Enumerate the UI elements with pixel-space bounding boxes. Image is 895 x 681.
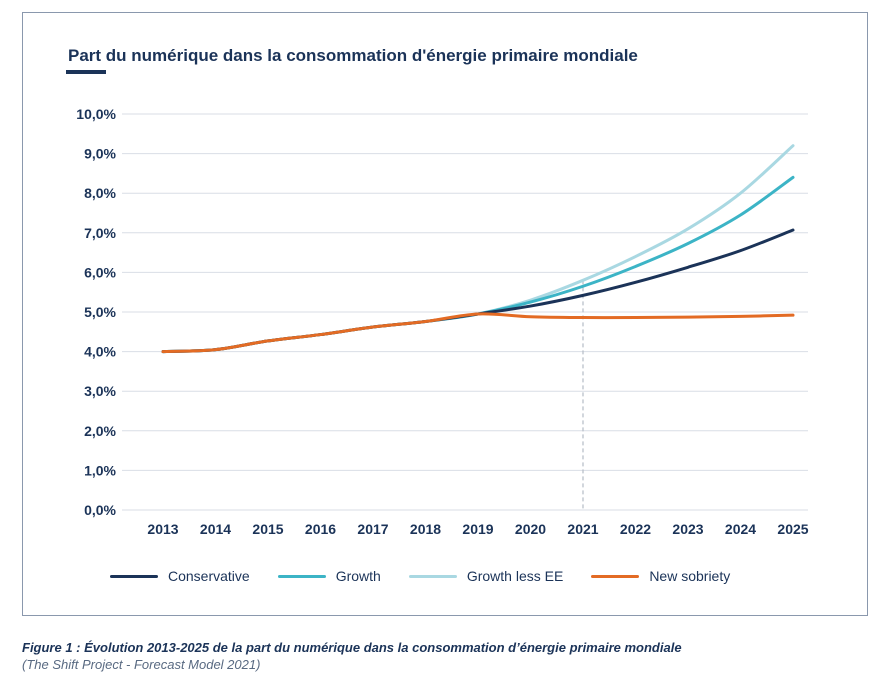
series-line-growth-less-ee xyxy=(161,144,795,354)
y-tick-label: 1,0% xyxy=(84,462,116,478)
y-tick-label: 10,0% xyxy=(76,106,116,122)
x-tick-label: 2015 xyxy=(252,521,283,537)
title-underline xyxy=(66,70,106,74)
x-tick-label: 2013 xyxy=(147,521,178,537)
figure-caption: Figure 1 : Évolution 2013-2025 de la par… xyxy=(22,640,682,655)
gridlines xyxy=(122,113,808,511)
x-tick-label: 2024 xyxy=(725,521,756,537)
y-tick-label: 5,0% xyxy=(84,304,116,320)
x-tick-label: 2019 xyxy=(462,521,493,537)
legend-label: Conservative xyxy=(168,568,250,584)
series-line-conservative xyxy=(161,228,795,354)
legend: Conservative Growth Growth less EE New sobr… xyxy=(110,568,758,584)
legend-swatch xyxy=(277,574,326,578)
y-tick-label: 9,0% xyxy=(84,146,116,162)
legend-label: Growth less EE xyxy=(466,568,564,584)
series-line-new-sobriety xyxy=(161,312,795,354)
legend-item: Growth xyxy=(277,568,381,584)
x-tick-label: 2023 xyxy=(672,521,703,537)
y-axis-ticks: 0,0% 1,0% 2,0% 3,0% 4,0% 5,0% 6,0% 7,0% 8,0% 9,0%… xyxy=(76,106,116,518)
legend-swatch xyxy=(110,574,158,578)
y-tick-label: 6,0% xyxy=(84,264,116,280)
series-lines xyxy=(161,144,795,354)
legend-swatch xyxy=(591,574,640,578)
x-tick-label: 2022 xyxy=(620,521,651,537)
x-tick-label: 2020 xyxy=(515,521,546,537)
chart-frame xyxy=(22,12,868,616)
x-tick-label: 2016 xyxy=(305,521,336,537)
x-tick-label: 2017 xyxy=(357,521,388,537)
chart-title: Part du numérique dans la consommation d… xyxy=(68,46,638,65)
y-tick-label: 4,0% xyxy=(84,344,116,360)
y-tick-label: 0,0% xyxy=(84,502,116,518)
y-tick-label: 8,0% xyxy=(84,185,116,201)
figure-source: (The Shift Project - Forecast Model 2021… xyxy=(22,657,261,672)
y-tick-label: 2,0% xyxy=(84,423,116,439)
x-tick-label: 2014 xyxy=(200,521,231,537)
x-tick-label: 2021 xyxy=(567,521,598,537)
legend-item: Growth less EE xyxy=(408,568,564,584)
x-tick-label: 2018 xyxy=(410,521,441,537)
legend-label: Growth xyxy=(335,568,381,584)
legend-label: New sobriety xyxy=(649,568,731,584)
y-tick-label: 7,0% xyxy=(84,225,116,241)
y-tick-label: 3,0% xyxy=(84,383,116,399)
x-tick-label: 2025 xyxy=(777,521,808,537)
legend-swatch xyxy=(408,574,457,578)
x-axis-ticks: 2013 2014 2015 2016 2017 2018 2019 2020 2021 2022… xyxy=(147,521,808,537)
legend-item: Conservative xyxy=(110,568,250,584)
legend-item: New sobriety xyxy=(591,568,730,584)
